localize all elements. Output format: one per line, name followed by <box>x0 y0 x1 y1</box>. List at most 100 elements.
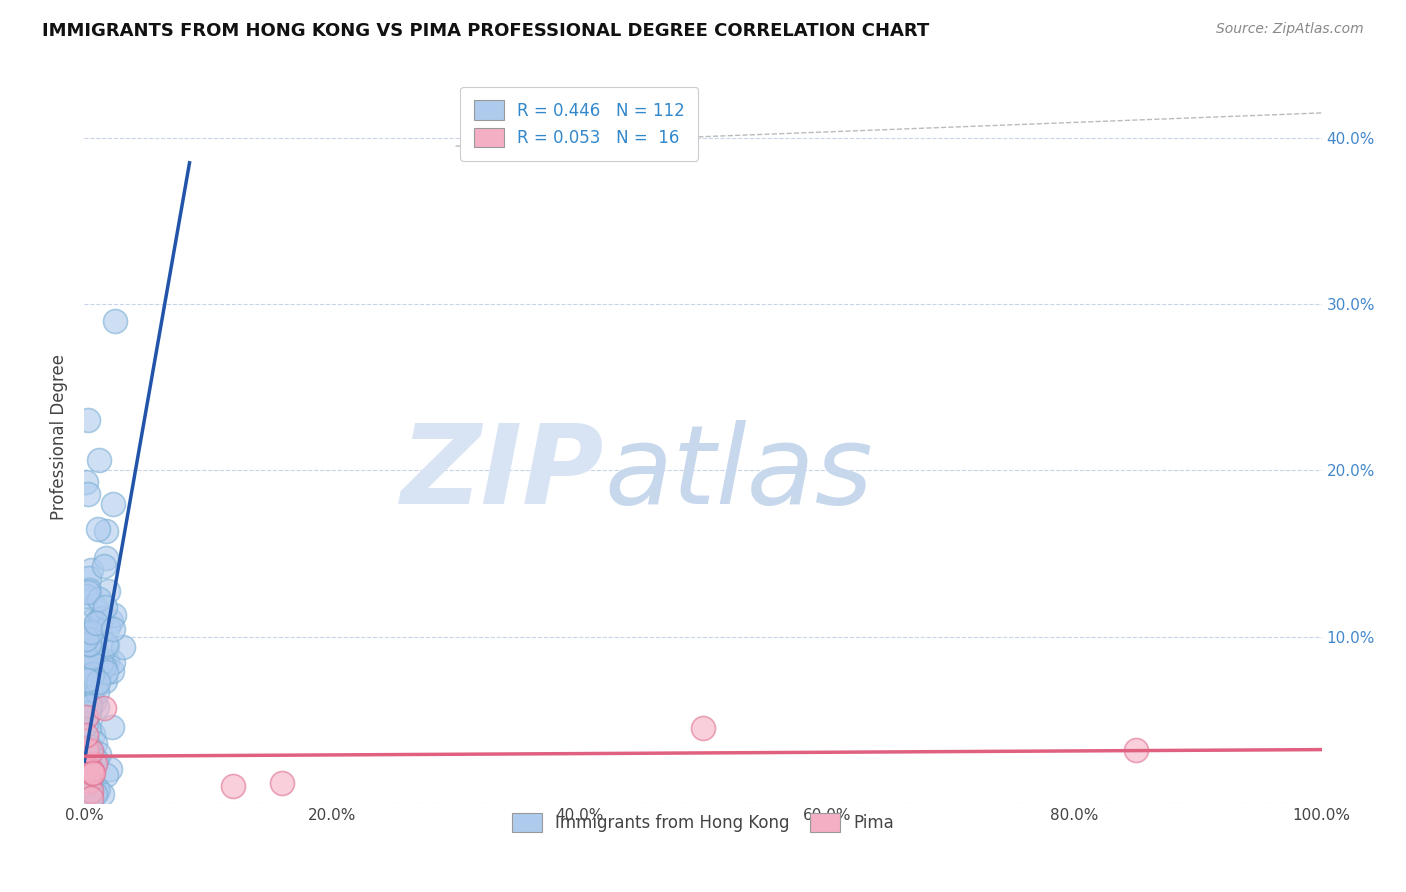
Point <box>94 637 117 651</box>
Point <box>82 649 104 664</box>
Point <box>96 640 118 654</box>
Point <box>222 779 245 793</box>
Point <box>86 678 108 692</box>
Point <box>103 655 125 669</box>
Point <box>75 701 97 715</box>
Point <box>82 766 104 780</box>
Point <box>82 779 104 793</box>
Point <box>89 624 111 639</box>
Point <box>77 757 100 772</box>
Point <box>76 660 98 674</box>
Point <box>79 699 101 714</box>
Point <box>89 615 111 629</box>
Point <box>96 524 118 539</box>
Point <box>79 783 101 797</box>
Point <box>87 674 110 689</box>
Point <box>80 790 103 805</box>
Point <box>94 550 117 565</box>
Point <box>75 655 97 669</box>
Point <box>76 636 98 650</box>
Point <box>79 760 101 774</box>
Point <box>76 744 98 758</box>
Point <box>89 611 111 625</box>
Point <box>82 755 104 769</box>
Point <box>86 753 108 767</box>
Point <box>692 721 714 735</box>
Point <box>79 627 101 641</box>
Point <box>93 558 115 573</box>
Text: atlas: atlas <box>605 420 873 527</box>
Point <box>94 673 117 688</box>
Point <box>96 665 118 679</box>
Point <box>75 698 97 712</box>
Point <box>80 632 103 647</box>
Point <box>84 640 107 654</box>
Point <box>93 658 115 673</box>
Point <box>75 756 97 770</box>
Point <box>76 673 98 687</box>
Point <box>75 749 97 764</box>
Point <box>83 695 105 709</box>
Point <box>97 620 120 634</box>
Point <box>77 786 100 800</box>
Point <box>75 756 97 771</box>
Point <box>83 599 105 614</box>
Text: Source: ZipAtlas.com: Source: ZipAtlas.com <box>1216 22 1364 37</box>
Point <box>75 729 97 743</box>
Point <box>75 475 97 489</box>
Legend: Immigrants from Hong Kong, Pima: Immigrants from Hong Kong, Pima <box>499 800 907 846</box>
Point <box>91 788 114 802</box>
Point <box>87 747 110 762</box>
Point <box>77 631 100 645</box>
Point <box>84 757 107 772</box>
Point <box>82 726 104 740</box>
Point <box>76 585 98 599</box>
Point <box>75 778 97 792</box>
Y-axis label: Professional Degree: Professional Degree <box>51 354 69 520</box>
Point <box>79 637 101 651</box>
Point <box>75 706 97 721</box>
Point <box>75 741 97 756</box>
Point <box>80 648 103 662</box>
Point <box>77 774 100 789</box>
Point <box>79 747 101 762</box>
Point <box>101 623 124 637</box>
Point <box>79 781 101 796</box>
Point <box>75 632 97 646</box>
Point <box>83 788 105 802</box>
Point <box>80 763 103 777</box>
Point <box>94 768 117 782</box>
Point <box>79 625 101 640</box>
Point <box>80 563 103 577</box>
Text: ZIP: ZIP <box>401 420 605 527</box>
Point <box>76 662 98 676</box>
Point <box>104 314 127 328</box>
Point <box>101 497 124 511</box>
Point <box>77 487 100 501</box>
Point <box>1125 742 1147 756</box>
Point <box>98 762 121 776</box>
Point <box>77 742 100 756</box>
Point <box>93 701 115 715</box>
Point <box>86 782 108 797</box>
Point <box>75 716 97 731</box>
Point <box>80 614 103 628</box>
Point <box>87 783 110 797</box>
Point <box>101 664 124 678</box>
Point <box>82 745 104 759</box>
Point <box>112 640 135 654</box>
Point <box>80 744 103 758</box>
Point <box>77 583 100 598</box>
Point <box>91 610 114 624</box>
Point <box>101 720 124 734</box>
Point <box>76 651 98 665</box>
Text: IMMIGRANTS FROM HONG KONG VS PIMA PROFESSIONAL DEGREE CORRELATION CHART: IMMIGRANTS FROM HONG KONG VS PIMA PROFES… <box>42 22 929 40</box>
Point <box>83 750 105 764</box>
Point <box>80 686 103 700</box>
Point <box>75 590 97 604</box>
Point <box>77 774 100 789</box>
Point <box>79 768 101 782</box>
Point <box>77 413 100 427</box>
Point <box>90 657 112 671</box>
Point <box>75 710 97 724</box>
